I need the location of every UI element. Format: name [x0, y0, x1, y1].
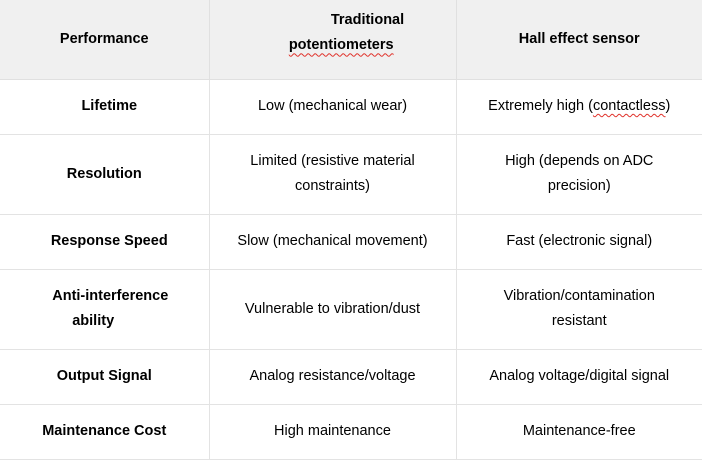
table-row: Anti-interference ability Vulnerable to … [0, 269, 702, 350]
cell-traditional-resolution: Limited (resistive material constraints) [209, 134, 457, 215]
cell-traditional-lifetime: Low (mechanical wear) [209, 79, 457, 135]
row-label-anti-interference-line1: Anti-interference [52, 288, 169, 304]
cell-traditional-maintenance-cost: High maintenance [209, 404, 457, 460]
cell-traditional-output-signal: Analog resistance/voltage [209, 349, 457, 405]
cell-hall-lifetime-marked: contactless [592, 98, 666, 114]
cell-hall-maintenance-cost: Maintenance-free [456, 404, 702, 460]
row-label-response-speed: Response Speed [0, 214, 210, 270]
cell-hall-lifetime-prefix: Extremely high ( [488, 98, 593, 114]
table-row: Output Signal Analog resistance/voltage … [0, 349, 702, 405]
cell-traditional-resolution-line2: constraints) [295, 178, 370, 194]
header-traditional-line2: potentiometers [288, 37, 394, 54]
cell-hall-resolution: High (depends on ADC precision) [456, 134, 702, 215]
row-label-maintenance-cost: Maintenance Cost [0, 404, 210, 460]
header-traditional-line1: Traditional [330, 12, 405, 29]
header-hall-label: Hall effect sensor [518, 30, 640, 47]
cell-hall-output-signal: Analog voltage/digital signal [456, 349, 702, 405]
row-label-lifetime: Lifetime [0, 79, 210, 135]
header-traditional: Traditional potentiometers [209, 0, 457, 80]
cell-hall-resolution-line1: High (depends on ADC [505, 153, 654, 169]
row-label-anti-interference: Anti-interference ability [0, 269, 210, 350]
row-label-anti-interference-line2: ability [72, 313, 115, 329]
table-row: Lifetime Low (mechanical wear) Extremely… [0, 79, 702, 135]
cell-traditional-anti-interference: Vulnerable to vibration/dust [209, 269, 457, 350]
cell-hall-lifetime: Extremely high (contactless) [456, 79, 702, 135]
cell-traditional-response-speed: Slow (mechanical movement) [209, 214, 457, 270]
header-performance: Performance [0, 0, 210, 80]
cell-hall-anti-interference-line1: Vibration/contamination [503, 288, 655, 304]
header-hall: Hall effect sensor [456, 0, 702, 80]
table-row: Maintenance Cost High maintenance Mainte… [0, 404, 702, 460]
cell-hall-response-speed: Fast (electronic signal) [456, 214, 702, 270]
row-label-output-signal: Output Signal [0, 349, 210, 405]
table-header-row: Performance Traditional potentiometers H… [0, 0, 702, 80]
cell-hall-anti-interference: Vibration/contamination resistant [456, 269, 702, 350]
header-performance-label: Performance [59, 30, 149, 47]
row-label-resolution: Resolution [0, 134, 210, 215]
cell-traditional-resolution-line1: Limited (resistive material [250, 153, 415, 169]
cell-hall-anti-interference-line2: resistant [551, 313, 607, 329]
cell-hall-lifetime-suffix: ) [665, 98, 671, 114]
cell-hall-resolution-line2: precision) [547, 178, 611, 194]
table-row: Response Speed Slow (mechanical movement… [0, 214, 702, 270]
table-row: Resolution Limited (resistive material c… [0, 134, 702, 215]
